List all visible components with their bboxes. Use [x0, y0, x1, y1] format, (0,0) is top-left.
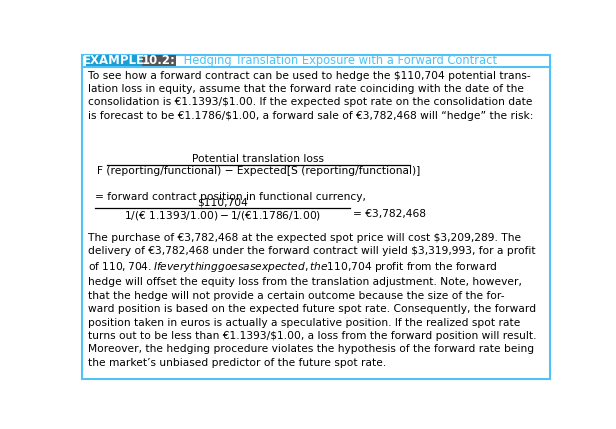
FancyBboxPatch shape: [142, 55, 176, 66]
Text: EXAMPLE: EXAMPLE: [83, 54, 145, 67]
Text: = forward contract position in functional currency,: = forward contract position in functiona…: [95, 192, 366, 202]
Text: Hedging Translation Exposure with a Forward Contract: Hedging Translation Exposure with a Forw…: [180, 54, 496, 67]
Text: F (reporting/functional) − Expected[S (reporting/functional)]: F (reporting/functional) − Expected[S (r…: [97, 166, 420, 176]
Text: 10.2:: 10.2:: [142, 54, 176, 67]
Text: To see how a forward contract can be used to hedge the $110,704 potential trans-: To see how a forward contract can be use…: [87, 71, 533, 121]
FancyBboxPatch shape: [82, 55, 549, 378]
Text: 1/(€ 1.1393/$1.00) − 1/(€ 1.1786/$1.00): 1/(€ 1.1393/$1.00) − 1/(€ 1.1786/$1.00): [124, 209, 321, 222]
Text: = €3,782,468: = €3,782,468: [353, 209, 426, 219]
FancyBboxPatch shape: [86, 55, 142, 66]
Text: Potential translation loss: Potential translation loss: [192, 154, 325, 164]
Text: The purchase of €3,782,468 at the expected spot price will cost $3,209,289. The
: The purchase of €3,782,468 at the expect…: [87, 233, 536, 368]
Text: $110,704: $110,704: [197, 197, 248, 207]
